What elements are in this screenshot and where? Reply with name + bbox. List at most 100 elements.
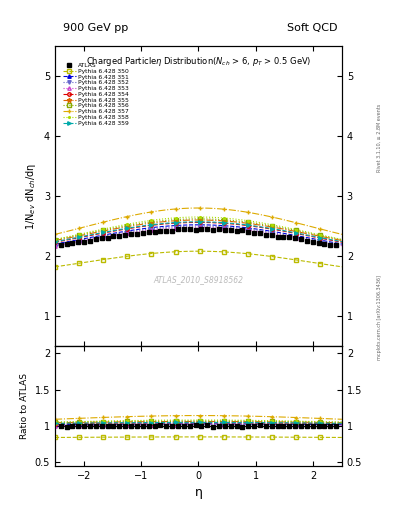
- ATLAS: [146, 229, 151, 235]
- Pythia 6.428 353: [130, 229, 134, 236]
- Pythia 6.428 352: [113, 231, 118, 237]
- Pythia 6.428 358: [282, 224, 286, 230]
- Pythia 6.428 351: [282, 230, 286, 237]
- ATLAS: [258, 230, 263, 236]
- ATLAS: [164, 228, 169, 234]
- Pythia 6.428 357: [332, 229, 337, 236]
- Line: Pythia 6.428 358: Pythia 6.428 358: [53, 215, 343, 241]
- Pythia 6.428 357: [340, 231, 344, 238]
- ATLAS: [328, 242, 332, 248]
- ATLAS: [334, 242, 338, 248]
- Line: Pythia 6.428 359: Pythia 6.428 359: [53, 220, 343, 243]
- ATLAS: [252, 230, 257, 236]
- Pythia 6.428 354: [53, 239, 57, 245]
- ATLAS: [240, 227, 245, 233]
- Pythia 6.428 358: [332, 235, 337, 241]
- Pythia 6.428 356: [282, 225, 286, 231]
- ATLAS: [76, 239, 81, 245]
- ATLAS: [94, 236, 98, 242]
- Pythia 6.428 353: [195, 224, 200, 230]
- Pythia 6.428 356: [340, 237, 344, 243]
- ATLAS: [222, 227, 227, 233]
- Pythia 6.428 357: [282, 217, 286, 223]
- ATLAS: [211, 227, 215, 233]
- X-axis label: η: η: [195, 486, 202, 499]
- Pythia 6.428 354: [332, 238, 337, 244]
- ATLAS: [287, 234, 292, 241]
- Pythia 6.428 350: [53, 264, 57, 270]
- Pythia 6.428 350: [332, 263, 337, 269]
- Pythia 6.428 353: [332, 242, 337, 248]
- Pythia 6.428 350: [340, 264, 344, 270]
- Pythia 6.428 354: [130, 225, 134, 231]
- Pythia 6.428 358: [253, 219, 257, 225]
- Line: ATLAS: ATLAS: [59, 227, 338, 247]
- ATLAS: [152, 229, 157, 235]
- ATLAS: [59, 242, 63, 248]
- Line: Pythia 6.428 357: Pythia 6.428 357: [53, 206, 344, 237]
- Pythia 6.428 350: [214, 248, 219, 254]
- Pythia 6.428 351: [332, 240, 337, 246]
- Pythia 6.428 352: [130, 228, 134, 234]
- ATLAS: [281, 234, 286, 240]
- Pythia 6.428 354: [214, 220, 219, 226]
- Line: Pythia 6.428 356: Pythia 6.428 356: [53, 217, 343, 241]
- Pythia 6.428 359: [195, 219, 200, 225]
- Pythia 6.428 353: [340, 243, 344, 249]
- ATLAS: [293, 235, 298, 241]
- Pythia 6.428 351: [214, 222, 219, 228]
- Pythia 6.428 358: [214, 215, 219, 221]
- Pythia 6.428 351: [195, 222, 200, 228]
- Pythia 6.428 355: [130, 223, 134, 229]
- Pythia 6.428 354: [195, 219, 200, 225]
- Pythia 6.428 353: [282, 232, 286, 239]
- Pythia 6.428 359: [53, 239, 57, 245]
- ATLAS: [176, 226, 180, 232]
- ATLAS: [64, 241, 69, 247]
- Pythia 6.428 355: [113, 226, 118, 232]
- Text: Rivet 3.1.10, ≥ 2.8M events: Rivet 3.1.10, ≥ 2.8M events: [377, 104, 382, 173]
- Pythia 6.428 351: [340, 241, 344, 247]
- ATLAS: [117, 233, 122, 239]
- ATLAS: [111, 233, 116, 240]
- Line: Pythia 6.428 352: Pythia 6.428 352: [53, 224, 343, 247]
- ATLAS: [228, 227, 233, 233]
- Pythia 6.428 355: [282, 226, 286, 232]
- Pythia 6.428 355: [53, 238, 57, 244]
- Line: Pythia 6.428 354: Pythia 6.428 354: [53, 221, 343, 244]
- ATLAS: [123, 232, 128, 238]
- Legend: ATLAS, Pythia 6.428 350, Pythia 6.428 351, Pythia 6.428 352, Pythia 6.428 353, P: ATLAS, Pythia 6.428 350, Pythia 6.428 35…: [61, 61, 130, 127]
- Pythia 6.428 354: [113, 228, 118, 234]
- Pythia 6.428 358: [195, 214, 200, 220]
- Pythia 6.428 354: [253, 224, 257, 230]
- Pythia 6.428 355: [332, 236, 337, 242]
- ATLAS: [134, 231, 139, 237]
- Pythia 6.428 353: [113, 232, 118, 238]
- ATLAS: [205, 226, 209, 232]
- Line: Pythia 6.428 351: Pythia 6.428 351: [53, 223, 343, 246]
- Text: Charged Particle$\eta$ Distribution($N_{ch}$ > 6, $p_T$ > 0.5 GeV): Charged Particle$\eta$ Distribution($N_{…: [86, 55, 311, 68]
- Text: Soft QCD: Soft QCD: [288, 23, 338, 33]
- Pythia 6.428 351: [253, 226, 257, 232]
- Y-axis label: Ratio to ATLAS: Ratio to ATLAS: [20, 373, 29, 439]
- Pythia 6.428 355: [214, 218, 219, 224]
- Pythia 6.428 359: [130, 224, 134, 230]
- ATLAS: [246, 229, 251, 235]
- ATLAS: [310, 239, 315, 245]
- Pythia 6.428 358: [53, 237, 57, 243]
- ATLAS: [234, 228, 239, 234]
- Pythia 6.428 359: [214, 219, 219, 225]
- Pythia 6.428 359: [113, 227, 118, 233]
- Pythia 6.428 358: [113, 224, 118, 230]
- Pythia 6.428 350: [195, 248, 200, 254]
- Pythia 6.428 355: [340, 238, 344, 244]
- Pythia 6.428 351: [53, 241, 57, 247]
- Pythia 6.428 356: [113, 225, 118, 231]
- Pythia 6.428 354: [282, 228, 286, 234]
- ATLAS: [105, 234, 110, 241]
- Pythia 6.428 357: [130, 212, 134, 219]
- Pythia 6.428 352: [53, 242, 57, 248]
- Pythia 6.428 350: [253, 251, 257, 258]
- Pythia 6.428 356: [195, 216, 200, 222]
- ATLAS: [263, 231, 268, 238]
